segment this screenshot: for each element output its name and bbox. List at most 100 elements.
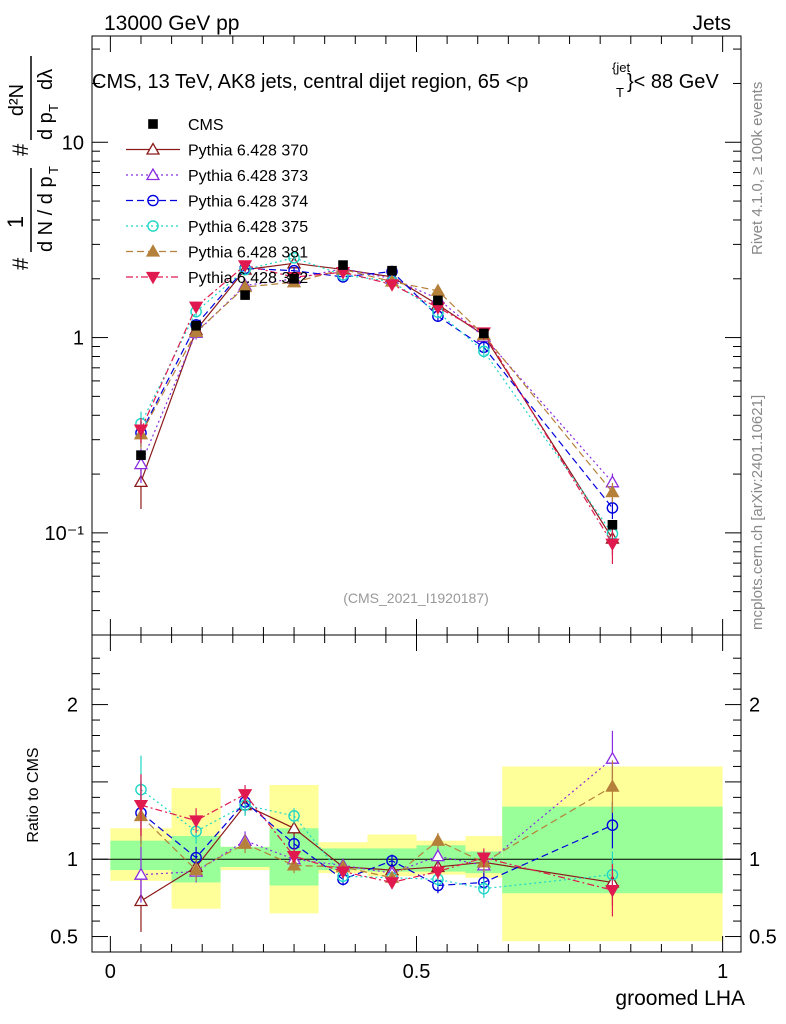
main-point <box>384 279 400 292</box>
ylabel-hash-2: # <box>8 143 33 156</box>
ratio-ylabel: Ratio to CMS <box>25 747 42 842</box>
ratio-point <box>430 833 446 846</box>
plot-title-sup: {jet <box>612 60 630 75</box>
ylabel-frac2-den: d p <box>35 112 57 140</box>
legend-label: Pythia 6.428 381 <box>188 245 308 262</box>
stat-band <box>220 846 270 867</box>
ratio-point <box>133 799 149 813</box>
main-point <box>188 301 204 315</box>
main-series <box>133 261 620 493</box>
ratio-point <box>384 877 400 890</box>
ylabel-frac2-den-sub: T <box>46 104 61 112</box>
main-series <box>133 260 620 564</box>
ratio-point <box>478 882 490 895</box>
ylabel-frac1-den: d N / d p <box>35 176 57 252</box>
main-point <box>478 345 490 358</box>
plot-title-end: }< 88 GeV <box>627 71 719 93</box>
ratio-point <box>237 789 253 802</box>
cms-point <box>136 450 146 460</box>
main-line <box>140 268 613 493</box>
ylabel-frac1-den-sub: T <box>46 166 61 174</box>
legend-marker <box>145 167 161 181</box>
x-tick-label: 0.5 <box>403 961 431 983</box>
legend-label: Pythia 6.428 373 <box>188 168 308 185</box>
legend-label: CMS <box>188 117 224 134</box>
cms-point <box>479 328 489 339</box>
ratio-tick-label-left: 2 <box>67 695 78 717</box>
main-point <box>133 456 149 470</box>
main-line <box>140 267 613 483</box>
cms-point <box>433 295 443 306</box>
ratio-point <box>386 854 398 867</box>
main-line <box>140 262 613 539</box>
ratio-series <box>133 774 620 917</box>
cms-point <box>338 260 348 270</box>
y-tick-label: 10 <box>62 132 84 154</box>
legend: CMS Pythia 6.428 370 Pythia 6.428 373 Pythi… <box>126 117 308 287</box>
x-axis-label: groomed LHA <box>615 987 745 1010</box>
ylabel-frac2-num: d²N <box>6 84 28 116</box>
legend-marker <box>147 220 159 232</box>
ylabel-frac2-den-end: dλ <box>35 69 57 90</box>
ratio-point <box>606 819 619 832</box>
cms-point <box>387 265 397 276</box>
series-layer <box>133 252 620 932</box>
ratio-point <box>286 850 302 864</box>
main-line <box>140 267 613 509</box>
ratio-tick-label-right: 1 <box>749 849 760 871</box>
legend-label: Pythia 6.428 370 <box>188 143 308 160</box>
x-tick-label: 1 <box>717 961 728 983</box>
main-ylabel: # 1 d N / d p T # d²N d p T dλ <box>3 56 61 270</box>
cms-point <box>289 273 299 284</box>
legend-marker <box>147 194 159 207</box>
main-point <box>606 502 619 514</box>
main-line <box>140 257 613 535</box>
rivet-label: Rivet 4.1.0, ≥ 100k events <box>749 82 766 255</box>
main-point <box>237 260 253 273</box>
legend-label: Pythia 6.428 382 <box>188 270 308 287</box>
main-series <box>133 256 620 556</box>
analysis-watermark: (CMS_2021_I1920187) <box>343 590 489 606</box>
x-tick-label: 0 <box>105 961 116 983</box>
main-point <box>133 424 149 438</box>
ratio-point <box>286 820 302 834</box>
ratio-point <box>286 858 302 871</box>
main-point <box>605 484 620 498</box>
main-point <box>188 324 204 338</box>
legend-marker <box>145 271 161 285</box>
ratio-point <box>237 836 253 849</box>
cms-point <box>240 290 250 300</box>
ratio-point <box>605 779 620 792</box>
cms-data <box>136 260 618 530</box>
header-left: 13000 GeV pp <box>104 12 239 35</box>
frames: 10⁻¹ 1 10 0.5 0.5 1 1 2 2 0 0.5 1 <box>45 35 777 983</box>
legend-marker <box>145 244 161 257</box>
cms-point <box>607 519 618 530</box>
ratio-point <box>288 810 300 822</box>
cms-point <box>191 320 201 331</box>
main-series <box>133 262 620 503</box>
plot-title-main: CMS, 13 TeV, AK8 jets, central dijet reg… <box>92 71 528 93</box>
plot-title-sub: T <box>616 85 624 100</box>
ratio-point <box>188 815 204 828</box>
ratio-tick-label-right: 2 <box>749 695 760 717</box>
ratio-point <box>430 848 446 862</box>
ratio-tick-label-left: 1 <box>67 849 78 871</box>
legend-marker <box>148 119 158 129</box>
legend-marker <box>145 142 161 155</box>
ratio-point <box>476 852 491 865</box>
ratio-point <box>133 867 149 880</box>
ratio-bands <box>110 766 723 942</box>
ratio-point <box>430 866 446 879</box>
main-line <box>140 264 613 545</box>
ylabel-frac1-num: 1 <box>3 216 28 228</box>
header-right: Jets <box>692 12 731 35</box>
legend-label: Pythia 6.428 374 <box>188 194 308 211</box>
main-point <box>288 252 300 264</box>
mcplots-label: mcplots.cern.ch [arXiv:2401.10621] <box>749 395 766 630</box>
plot-title: CMS, 13 TeV, AK8 jets, central dijet reg… <box>92 71 528 93</box>
ratio-tick-label-left: 0.5 <box>50 927 78 949</box>
y-tick-label: 1 <box>73 328 84 350</box>
ylabel-hash-1: # <box>8 257 33 270</box>
